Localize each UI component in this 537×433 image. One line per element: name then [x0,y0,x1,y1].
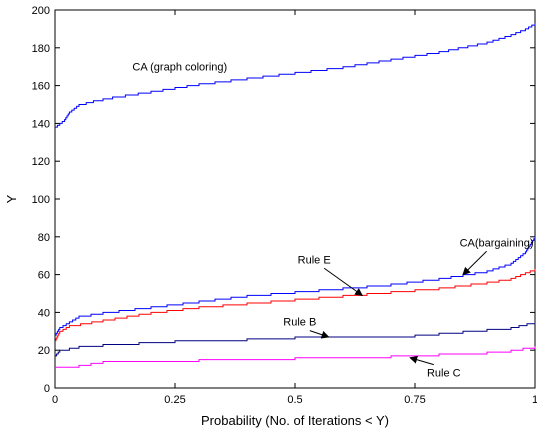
annotation-label-2: Rule E [298,254,331,266]
annotation-arrow-4 [409,355,434,366]
y-tick-label: 160 [32,81,50,93]
y-tick-label: 200 [32,5,50,17]
y-tick-label: 140 [32,118,50,130]
y-tick-label: 20 [38,345,50,357]
y-tick-label: 0 [44,383,50,395]
y-tick-label: 120 [32,156,50,168]
series-line-2 [55,268,536,342]
x-tick-label: 0.75 [404,394,425,406]
annotation-arrow-3 [309,330,330,339]
x-tick-label: 0.5 [287,394,302,406]
x-tick-label: 1 [532,394,537,406]
series-line-0 [55,23,536,128]
series-line-4 [55,346,536,368]
x-tick-label: 0.25 [164,394,185,406]
annotation-group: CA (graph coloring) CA(bargaining) Rule E R… [132,61,533,379]
annotation-arrow-2 [323,267,364,296]
y-tick-label: 80 [38,232,50,244]
annotation-arrow-1 [462,250,487,276]
y-tick-label: 40 [38,307,50,319]
tick-group: 0 0.25 0.5 0.75 1 0 20 40 60 80 100 120 140 160 180 200 [32,5,537,406]
annotation-label-0: CA (graph coloring) [132,61,227,73]
y-axis-title: Y [4,194,19,203]
x-tick-label: 0 [52,394,58,406]
series-line-1 [55,236,536,336]
y-tick-label: 60 [38,270,50,282]
x-axis-title: Probability (No. of Iterations < Y) [201,413,389,428]
annotation-label-1: CA(bargaining) [460,237,534,249]
y-tick-label: 180 [32,43,50,55]
series-line-3 [55,321,536,357]
series-group [55,23,536,368]
annotation-label-4: Rule C [427,368,461,380]
y-tick-label: 100 [32,194,50,206]
annotation-label-3: Rule B [283,317,316,329]
